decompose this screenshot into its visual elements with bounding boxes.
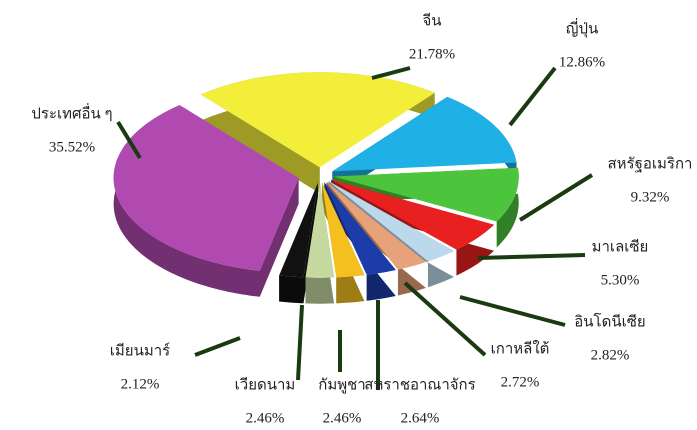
slice-value-label: 12.86% [559,54,605,70]
slice-top [328,181,454,262]
leader-line [116,120,142,160]
slice-top [113,105,299,271]
slice-top [332,96,517,172]
slice-label: เวียดนาม [235,376,296,393]
slice-label: อินโดนีเซีย [574,312,645,330]
slice-label: สหรัฐอเมริกา [608,155,693,172]
slice-value-label: 2.46% [246,410,285,426]
slice-value-label: 5.30% [601,272,640,288]
leader-line [518,173,594,222]
slice-label: เกาหลีใต้ [491,339,550,357]
slice-top [305,182,335,278]
slice-value-label: 2.46% [323,410,362,426]
slice-label: กัมพูชา [318,377,365,393]
leader-line [508,66,557,127]
slice-label: สหราชอาณาจักร [364,377,475,393]
slice [200,72,435,194]
slice [331,179,495,276]
slice-value-label: 2.72% [501,374,540,390]
slice-top [322,182,365,278]
leader-line [194,336,241,357]
slice-top [324,182,396,275]
leader-line [371,66,411,80]
slice [113,105,299,297]
slice [332,96,517,198]
slice-top [333,167,519,222]
slice [322,182,365,304]
slice-side [113,105,299,297]
slice-top [279,182,318,278]
slice-side [331,179,495,276]
slice-label: มาเลเซีย [592,238,649,255]
slice [305,182,335,304]
slice [324,182,396,301]
slice-value-label: 2.64% [401,410,440,426]
slice-label: ประเทศอื่น ๆ [31,102,112,122]
slice-label: เมียนมาร์ [110,342,170,359]
slice-value-label: 35.52% [49,139,95,155]
leader-line [459,295,566,327]
slice-value-label: 9.32% [631,189,670,205]
slice-value-label: 2.82% [591,347,630,363]
slice-label: ญี่ปุ่น [566,17,599,38]
slice [333,167,519,248]
leader-line [403,281,487,357]
slice-label: จีน [422,12,441,29]
slice-top [331,179,495,250]
slice [326,181,426,296]
slice-top [326,181,426,270]
slice [279,182,318,304]
slice-side [279,182,318,304]
slice-value-label: 2.12% [121,376,160,392]
leader-line [296,304,304,381]
slice-top [200,72,435,168]
leader-line [477,253,586,260]
slice-value-label: 21.78% [409,46,455,62]
